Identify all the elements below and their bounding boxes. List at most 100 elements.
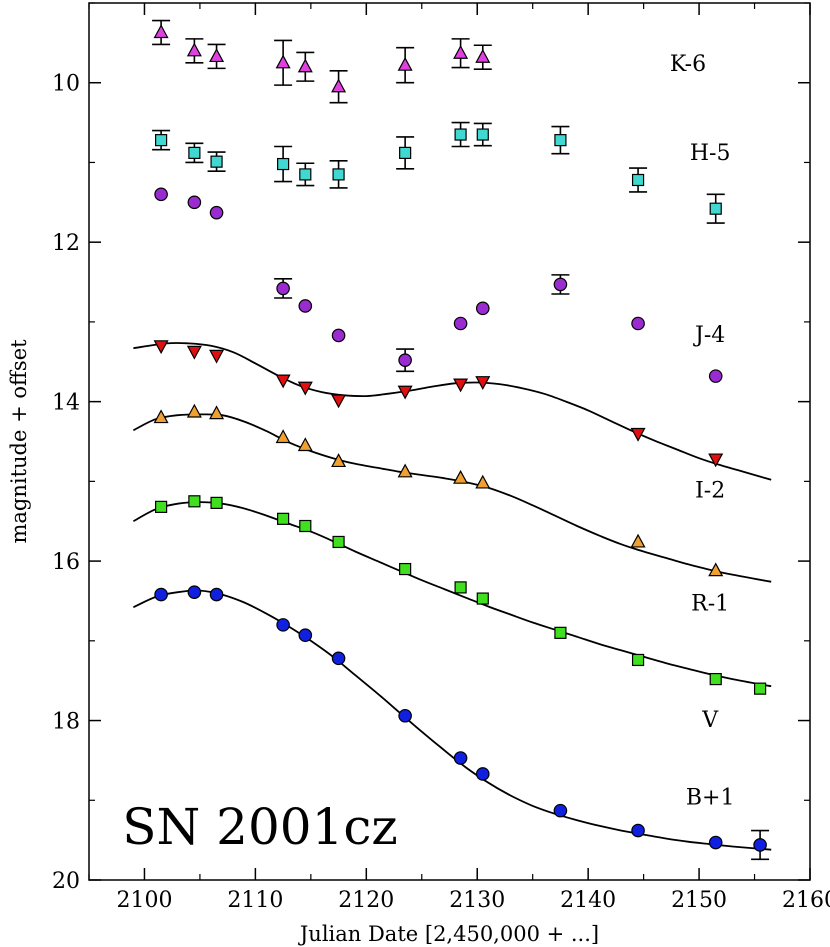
point-r1 bbox=[708, 562, 724, 577]
point-j4 bbox=[154, 187, 168, 202]
point-k6 bbox=[209, 48, 225, 63]
point-v bbox=[155, 500, 168, 513]
point-r1 bbox=[475, 474, 491, 489]
fit-curve-i2 bbox=[133, 342, 772, 481]
point-b1 bbox=[708, 835, 723, 850]
point-v bbox=[476, 592, 489, 605]
y-tick-label: 16 bbox=[52, 550, 80, 575]
point-j4 bbox=[553, 277, 568, 292]
x-tick-label: 2110 bbox=[227, 888, 283, 913]
axes: 2100 2110 2120 2130 2140 2150 2160 10 12 14 16 18 20 bbox=[52, 2, 830, 913]
point-b1 bbox=[453, 751, 468, 765]
point-b1 bbox=[154, 587, 168, 602]
point-h5 bbox=[476, 128, 489, 141]
point-v bbox=[753, 682, 767, 695]
point-j4 bbox=[209, 205, 224, 220]
plot-area bbox=[88, 2, 811, 881]
point-b1 bbox=[631, 823, 645, 838]
data-points bbox=[153, 24, 767, 852]
point-h5 bbox=[210, 155, 223, 168]
band-labels: K-6 H-5 J-4 I-2 R-1 V B+1 bbox=[670, 52, 735, 810]
point-h5 bbox=[299, 168, 312, 181]
point-i2 bbox=[209, 349, 225, 364]
point-i2 bbox=[397, 385, 413, 400]
x-tick-label: 2140 bbox=[560, 888, 616, 913]
point-j4 bbox=[398, 353, 412, 367]
point-k6 bbox=[275, 54, 291, 69]
point-r1 bbox=[275, 429, 291, 444]
x-tick-label: 2100 bbox=[116, 888, 172, 913]
point-h5 bbox=[332, 168, 345, 181]
point-v bbox=[554, 626, 567, 639]
band-label-j4: J-4 bbox=[693, 323, 725, 348]
x-tick-label: 2120 bbox=[338, 888, 394, 913]
x-tick-label: 2160 bbox=[782, 888, 830, 913]
point-i2 bbox=[331, 394, 347, 409]
point-r1 bbox=[153, 409, 169, 424]
point-r1 bbox=[186, 403, 202, 418]
point-k6 bbox=[453, 44, 469, 59]
x-axis-title: Julian Date [2,450,000 + ...] bbox=[298, 922, 599, 946]
point-k6 bbox=[153, 24, 169, 39]
band-label-v: V bbox=[701, 708, 719, 733]
point-r1 bbox=[453, 469, 469, 484]
point-k6 bbox=[186, 42, 202, 57]
band-label-h5: H-5 bbox=[690, 141, 731, 166]
point-i2 bbox=[475, 376, 491, 390]
point-h5 bbox=[399, 146, 412, 159]
point-j4 bbox=[631, 316, 645, 331]
point-b1 bbox=[187, 585, 202, 599]
point-b1 bbox=[753, 838, 767, 852]
point-i2 bbox=[297, 381, 313, 396]
point-v bbox=[709, 672, 722, 686]
point-b1 bbox=[298, 628, 313, 643]
point-r1 bbox=[209, 405, 225, 420]
fit-curves bbox=[132, 342, 772, 851]
point-i2 bbox=[186, 345, 202, 360]
point-h5 bbox=[709, 202, 722, 215]
y-tick-label: 18 bbox=[52, 710, 80, 735]
point-h5 bbox=[188, 146, 201, 159]
point-j4 bbox=[276, 281, 290, 296]
point-h5 bbox=[277, 157, 290, 171]
point-h5 bbox=[155, 134, 168, 147]
point-v bbox=[631, 653, 645, 667]
point-h5 bbox=[631, 173, 645, 187]
band-label-b1: B+1 bbox=[686, 785, 735, 810]
point-v bbox=[210, 496, 223, 509]
band-label-k6: K-6 bbox=[670, 52, 706, 77]
point-j4 bbox=[331, 328, 346, 343]
point-r1 bbox=[397, 463, 413, 478]
point-v bbox=[188, 495, 201, 508]
point-j4 bbox=[187, 195, 202, 210]
point-b1 bbox=[398, 708, 412, 723]
point-v bbox=[399, 562, 412, 576]
point-r1 bbox=[297, 437, 313, 452]
point-i2 bbox=[153, 340, 169, 355]
point-i2 bbox=[453, 378, 469, 393]
chart-title: SN 2001cz bbox=[122, 798, 398, 856]
point-h5 bbox=[554, 134, 567, 147]
y-tick-label: 12 bbox=[52, 231, 80, 256]
point-j4 bbox=[708, 369, 723, 383]
x-tick-label: 2130 bbox=[449, 888, 505, 913]
point-k6 bbox=[297, 58, 313, 73]
point-j4 bbox=[475, 301, 490, 316]
point-i2 bbox=[275, 374, 291, 389]
x-tick-label: 2150 bbox=[671, 888, 727, 913]
point-v bbox=[299, 519, 312, 533]
point-i2 bbox=[630, 427, 646, 442]
point-k6 bbox=[397, 56, 413, 71]
point-b1 bbox=[475, 767, 490, 781]
point-r1 bbox=[331, 453, 347, 468]
point-v bbox=[332, 535, 345, 549]
point-v bbox=[277, 512, 290, 525]
y-tick-label: 10 bbox=[52, 72, 80, 97]
band-label-r1: R-1 bbox=[691, 592, 729, 617]
point-j4 bbox=[453, 316, 468, 331]
point-r1 bbox=[630, 533, 646, 548]
point-i2 bbox=[708, 453, 724, 468]
fit-curve-b1 bbox=[133, 589, 772, 851]
point-k6 bbox=[331, 78, 347, 93]
